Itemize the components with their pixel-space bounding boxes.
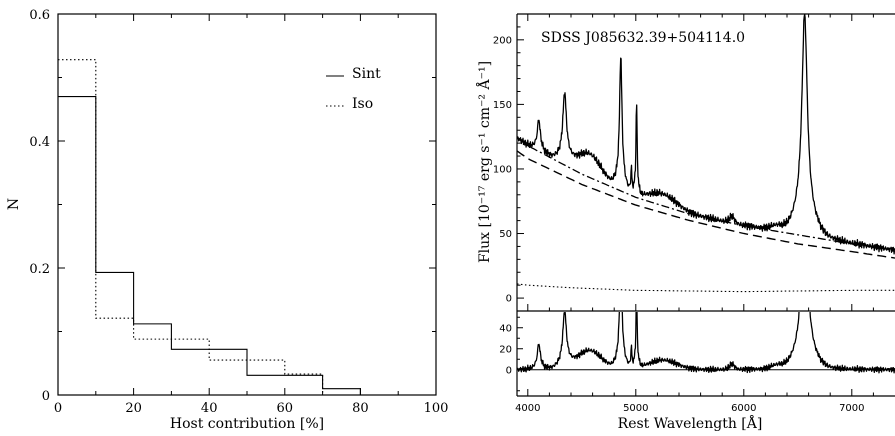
spectrum-y-axis-label: Flux [10⁻¹⁷ erg s⁻¹ cm⁻² Å⁻¹]	[475, 61, 493, 263]
residual-y-tick-label: 0	[506, 365, 512, 376]
left-y-ticks: 0 0.2 0.4 0.6	[29, 8, 436, 404]
spectrum-y-tick-label: 50	[499, 229, 512, 240]
spectrum-x-tick-label: 6000	[731, 403, 756, 414]
spectrum-y-tick-label: 150	[493, 100, 512, 111]
residual-y-ticks: 0 20 40	[499, 316, 523, 392]
host-galaxy-line	[517, 283, 895, 293]
spectrum-y-tick-label: 100	[493, 164, 512, 175]
spectrum-x-tick-label: 4000	[515, 403, 540, 414]
left-y-tick-label: 0.6	[29, 8, 50, 23]
left-x-tick-label: 100	[424, 401, 449, 416]
histogram-series-sint	[58, 96, 361, 395]
power-law-line	[517, 150, 895, 259]
spectrum-x-ticks: 4000 5000 6000 7000	[515, 14, 874, 414]
left-x-tick-label: 0	[54, 401, 62, 416]
spectrum-panel: 4000 5000 6000 7000 0 50 100 150 200 0 20 40 SDSS…	[475, 13, 895, 432]
host-contribution-histogram: 0 20 40 60 80 100 0 0.2 0.4 0.6 Sint Iso Host co…	[6, 8, 448, 432]
spectrum-y-ticks: 0 50 100 150 200	[493, 26, 524, 305]
residual-spectrum-line	[517, 312, 895, 374]
observed-spectrum-line	[517, 14, 895, 255]
left-y-tick-label: 0.4	[29, 135, 50, 150]
spectrum-y-tick-label: 0	[506, 294, 512, 305]
spectrum-title: SDSS J085632.39+504114.0	[541, 30, 745, 46]
legend-label-sint: Sint	[352, 66, 381, 82]
left-histogram-steps	[58, 59, 361, 396]
residual-curves	[517, 312, 895, 374]
histogram-series-iso	[58, 59, 361, 396]
left-y-tick-label: 0.2	[29, 262, 50, 277]
spectrum-curves	[517, 14, 895, 293]
left-x-tick-label: 60	[277, 401, 294, 416]
legend-label-iso: Iso	[352, 96, 373, 112]
left-legend: Sint Iso	[326, 66, 381, 112]
spectrum-x-tick-label: 5000	[623, 403, 648, 414]
left-x-tick-label: 20	[125, 401, 142, 416]
residual-y-tick-label: 20	[499, 344, 512, 355]
left-x-axis-label: Host contribution [%]	[170, 416, 324, 432]
spectrum-x-axis-label: Rest Wavelength [Å]	[618, 414, 763, 432]
left-y-axis-label: N	[6, 198, 22, 210]
left-x-tick-label: 80	[352, 401, 369, 416]
left-x-ticks: 0 20 40 60 80 100	[54, 14, 449, 416]
spectrum-y-tick-label: 200	[493, 35, 512, 46]
residual-y-tick-label: 40	[499, 323, 512, 334]
left-y-tick-label: 0	[42, 389, 50, 404]
left-x-tick-label: 40	[201, 401, 218, 416]
spectrum-x-tick-label: 7000	[839, 403, 864, 414]
